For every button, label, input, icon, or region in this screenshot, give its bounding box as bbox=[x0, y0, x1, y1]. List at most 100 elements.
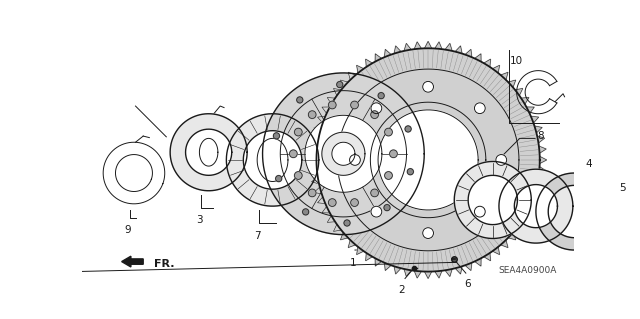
Text: 3: 3 bbox=[196, 215, 203, 226]
Polygon shape bbox=[475, 258, 481, 266]
Polygon shape bbox=[348, 240, 356, 248]
Polygon shape bbox=[385, 263, 391, 271]
Polygon shape bbox=[310, 167, 317, 174]
Polygon shape bbox=[348, 72, 356, 80]
Text: 4: 4 bbox=[585, 159, 591, 169]
Polygon shape bbox=[375, 258, 381, 266]
Text: 1: 1 bbox=[349, 258, 356, 268]
Polygon shape bbox=[500, 240, 508, 248]
Circle shape bbox=[474, 206, 485, 217]
Polygon shape bbox=[356, 65, 364, 73]
Circle shape bbox=[308, 189, 316, 197]
Polygon shape bbox=[322, 206, 330, 213]
Circle shape bbox=[276, 175, 282, 182]
Polygon shape bbox=[378, 110, 478, 210]
Polygon shape bbox=[394, 266, 401, 274]
Circle shape bbox=[351, 199, 358, 206]
Polygon shape bbox=[534, 126, 542, 133]
Polygon shape bbox=[465, 263, 472, 271]
Polygon shape bbox=[312, 136, 319, 143]
Circle shape bbox=[371, 189, 378, 197]
Polygon shape bbox=[515, 88, 523, 96]
Polygon shape bbox=[435, 271, 442, 278]
Circle shape bbox=[308, 111, 316, 118]
Circle shape bbox=[385, 128, 392, 136]
Circle shape bbox=[371, 206, 382, 217]
Polygon shape bbox=[445, 269, 452, 277]
Polygon shape bbox=[526, 206, 534, 213]
Circle shape bbox=[474, 103, 485, 114]
Polygon shape bbox=[539, 146, 546, 153]
Polygon shape bbox=[385, 49, 391, 57]
Polygon shape bbox=[310, 156, 317, 164]
Circle shape bbox=[344, 220, 350, 226]
Circle shape bbox=[297, 97, 303, 103]
Circle shape bbox=[390, 150, 397, 158]
Polygon shape bbox=[521, 216, 529, 222]
Polygon shape bbox=[327, 98, 335, 104]
FancyArrow shape bbox=[122, 256, 143, 267]
Polygon shape bbox=[539, 167, 546, 174]
Circle shape bbox=[294, 172, 302, 179]
Circle shape bbox=[303, 209, 308, 215]
Polygon shape bbox=[356, 247, 364, 255]
Polygon shape bbox=[404, 269, 411, 277]
Polygon shape bbox=[332, 142, 355, 165]
Polygon shape bbox=[455, 266, 462, 274]
Polygon shape bbox=[531, 116, 539, 123]
Polygon shape bbox=[314, 126, 322, 133]
Polygon shape bbox=[314, 187, 322, 194]
Polygon shape bbox=[365, 59, 372, 67]
Circle shape bbox=[273, 133, 280, 139]
Polygon shape bbox=[500, 72, 508, 80]
Polygon shape bbox=[316, 48, 540, 271]
Circle shape bbox=[337, 81, 343, 88]
Polygon shape bbox=[243, 131, 302, 189]
Text: 2: 2 bbox=[398, 285, 404, 295]
Polygon shape bbox=[540, 156, 547, 164]
Polygon shape bbox=[499, 169, 573, 243]
Polygon shape bbox=[515, 185, 557, 228]
Circle shape bbox=[407, 169, 413, 175]
Text: SEA4A0900A: SEA4A0900A bbox=[499, 266, 557, 275]
Circle shape bbox=[351, 101, 358, 109]
Polygon shape bbox=[515, 224, 523, 231]
Polygon shape bbox=[170, 114, 247, 191]
Circle shape bbox=[385, 172, 392, 179]
Polygon shape bbox=[508, 233, 516, 240]
Polygon shape bbox=[322, 107, 330, 114]
Circle shape bbox=[371, 111, 378, 118]
Circle shape bbox=[328, 101, 336, 109]
Circle shape bbox=[371, 103, 382, 114]
Polygon shape bbox=[468, 175, 517, 225]
Polygon shape bbox=[333, 88, 341, 96]
Text: FR.: FR. bbox=[154, 259, 175, 269]
Polygon shape bbox=[424, 271, 432, 278]
Circle shape bbox=[422, 228, 433, 239]
Circle shape bbox=[289, 150, 297, 158]
Polygon shape bbox=[526, 107, 534, 114]
Polygon shape bbox=[492, 247, 500, 255]
Text: 5: 5 bbox=[619, 183, 626, 193]
Polygon shape bbox=[531, 197, 539, 204]
Circle shape bbox=[378, 93, 384, 99]
Polygon shape bbox=[537, 177, 545, 184]
Polygon shape bbox=[312, 177, 319, 184]
Polygon shape bbox=[414, 271, 421, 278]
Polygon shape bbox=[394, 46, 401, 54]
Text: 6: 6 bbox=[464, 278, 470, 288]
Text: 8: 8 bbox=[538, 131, 544, 141]
Polygon shape bbox=[492, 65, 500, 73]
Text: 10: 10 bbox=[510, 56, 524, 66]
Circle shape bbox=[328, 199, 336, 206]
Polygon shape bbox=[375, 54, 381, 62]
Polygon shape bbox=[333, 224, 341, 231]
Polygon shape bbox=[536, 173, 613, 250]
Polygon shape bbox=[305, 115, 382, 192]
Circle shape bbox=[294, 128, 302, 136]
Polygon shape bbox=[534, 187, 542, 194]
Polygon shape bbox=[521, 98, 529, 104]
Polygon shape bbox=[404, 43, 411, 51]
Circle shape bbox=[496, 154, 507, 165]
Polygon shape bbox=[435, 42, 442, 49]
